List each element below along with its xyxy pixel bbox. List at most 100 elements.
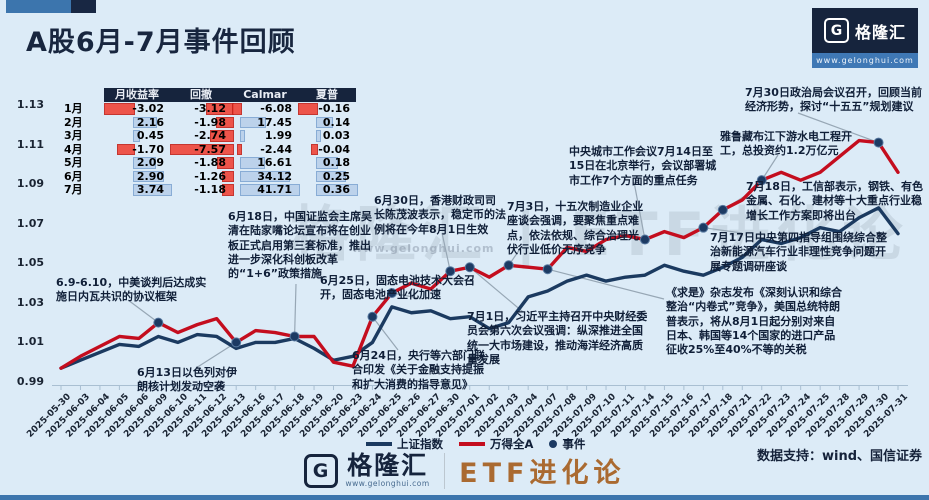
table-header-cell: [62, 88, 104, 102]
table-cell: 2.90: [104, 170, 170, 184]
y-tick-label: 1.03: [16, 295, 44, 309]
table-cell: 0.18: [298, 156, 356, 170]
table-cell: 0.36: [298, 183, 358, 197]
stats-table-body: 1月 -3.02 -3.12 -6.08 -0.16 2月 2.16 -1.98 17.45 0.…: [62, 102, 360, 197]
table-row: 2月 2.16 -1.98 17.45 0.14: [62, 116, 360, 130]
data-bar: [298, 103, 318, 115]
data-bar: [133, 116, 157, 128]
table-header-row: 月收益率 回撤 Calmar 夏普: [62, 88, 360, 102]
brand-name: 格隆汇: [854, 22, 906, 42]
table-header-cell: 夏普: [298, 88, 356, 102]
event-annotation: 中央城市工作会议7月14日至15日在北京举行，会议部署城市工作7个方面的重点任务: [569, 145, 717, 187]
event-annotation: 6月24日，央行等六部门联合印发《关于金融支持提振和扩大消费的指导意见》: [352, 349, 485, 391]
event-annotation: 7月3日，十五次制造业企业座谈会强调，要聚焦重点难点，依法依规、综合治理光伏行业…: [507, 200, 644, 256]
table-cell: 1.99: [232, 129, 298, 143]
event-annotation: 7月30日政治局会议召开，回顾当前经济形势，探讨“十五五”规划建议: [745, 86, 922, 114]
table-cell: -7.57: [170, 143, 234, 157]
table-cell: -1.26: [170, 170, 234, 184]
table-cell: -1.98: [170, 116, 234, 130]
event-annotation: 6月25日，固态电池技术大会召开，固态电池产业化加速: [320, 274, 475, 302]
legend-item-windA: 万得全A: [459, 436, 533, 452]
series-title: ETF进化论: [459, 458, 626, 489]
event-annotation: 7月17日中央第四指导组围绕综合整治新能源汽车行业非理性竞争问题开展专题调研座谈: [710, 231, 887, 273]
table-cell: 17.45: [232, 116, 298, 130]
table-row: 3月 0.45 -2.74 1.99 0.03: [62, 129, 360, 143]
chart-legend: 上证指数 万得全A 事件: [366, 436, 585, 452]
table-cell: -2.74: [170, 129, 234, 143]
table-cell: -2.44: [232, 143, 298, 157]
data-source-note: 数据支持：wind、国信证券: [757, 449, 923, 464]
table-cell: 2.16: [104, 116, 170, 130]
legend-label: 事件: [562, 437, 586, 451]
brand-url: www.gelonghui.com: [812, 53, 918, 68]
footer-divider: [443, 452, 446, 489]
data-bar: [240, 116, 267, 128]
table-cell: 0.03: [298, 129, 356, 143]
event-annotation: 6月18日，中国证监会主席吴清在陆家嘴论坛宣布将在创业板正式启用第三套标准，推出…: [228, 210, 372, 281]
table-cell: -1.88: [170, 156, 234, 170]
y-tick-label: 1.09: [16, 177, 44, 191]
event-annotation: 6月13日以色列对伊朗核计划发动空袭: [137, 366, 237, 394]
table-header-cell: 月收益率: [104, 88, 170, 102]
table-cell: -3.02: [104, 102, 170, 116]
brand-logo-box: G 格隆汇: [812, 8, 918, 53]
data-bar: [104, 103, 136, 115]
table-row: 4月 -1.70 -7.57 -2.44 -0.04: [62, 143, 360, 157]
y-tick-label: 1.11: [16, 137, 44, 151]
row-label: 4月: [64, 142, 83, 156]
legend-label: 上证指数: [397, 437, 443, 451]
g-logo-icon: G: [823, 18, 849, 43]
table-cell: -0.16: [298, 102, 356, 116]
brand-footer-name: 格隆汇 www.gelonghui.com: [346, 453, 430, 488]
event-annotation: 雅鲁藏布江下游水电工程开工，总投资约1.2万亿元: [720, 130, 852, 158]
title-accent-bar: [6, 0, 96, 13]
table-cell: 41.71: [232, 183, 300, 197]
table-cell: 0.14: [298, 116, 356, 130]
event-annotation: 7月1日，习近平主持召开中央财经委员会第六次会议强调：纵深推进全国统一大市场建设…: [467, 310, 648, 366]
legend-item-shanghai: 上证指数: [366, 436, 443, 452]
y-tick-label: 1.01: [16, 335, 44, 349]
event-annotation: 6.9-6.10，中美谈判后达成实施日内瓦共识的协议框架: [56, 276, 207, 304]
row-label: 5月: [64, 156, 83, 169]
table-row: 5月 2.09 -1.88 16.61 0.18: [62, 156, 360, 170]
event-annotation: 6月30日，香港财政司司长陈茂波表示，稳定币的法例将在今年8月1日生效: [374, 194, 506, 236]
monthly-stats-table: 月收益率 回撤 Calmar 夏普 1月 -3.02 -3.12 -6.08 -0.16…: [62, 88, 360, 197]
row-label: 7月: [64, 183, 83, 196]
table-cell: 2.09: [104, 156, 170, 170]
table-cell: 16.61: [232, 156, 298, 170]
brand-url: www.gelonghui.com: [345, 479, 430, 489]
table-header-cell: Calmar: [232, 88, 298, 102]
data-bar: [215, 116, 234, 128]
brand-logo-top: G 格隆汇 www.gelonghui.com: [812, 8, 918, 68]
event-dot-swatch: [549, 440, 558, 448]
red-line-swatch: [459, 442, 485, 446]
table-cell: -3.12: [170, 102, 234, 116]
table-cell: 34.12: [232, 170, 298, 184]
y-tick-label: 0.99: [16, 375, 44, 388]
table-cell: 0.45: [104, 129, 170, 143]
g-logo-icon: G: [303, 453, 338, 488]
y-tick-label: 1.07: [16, 216, 44, 230]
bottom-accent-strip: [0, 495, 929, 500]
data-bar: [232, 103, 243, 115]
table-row: 1月 -3.02 -3.12 -6.08 -0.16: [62, 102, 360, 116]
event-annotation: 7月18日，工信部表示，钢铁、有色金属、石化、建材等十大重点行业稳增长工作方案即…: [746, 180, 923, 222]
row-label: 3月: [64, 129, 83, 142]
page-title: A股6月-7月事件回顾: [26, 27, 296, 58]
blue-line-swatch: [366, 442, 392, 446]
table-cell: -6.08: [232, 102, 298, 116]
table-cell: 3.74: [104, 183, 172, 197]
table-cell: -1.18: [170, 183, 234, 197]
brand-name: 格隆汇: [347, 451, 429, 481]
table-cell: -1.70: [104, 143, 170, 157]
data-bar: [315, 116, 334, 128]
legend-item-event: 事件: [549, 436, 585, 452]
y-tick-label: 1.13: [16, 98, 44, 111]
event-annotation: 《求是》杂志发布《深刻认识和综合整治“内卷式”竞争》，美国总统特朗普表示，将从8…: [666, 286, 842, 357]
table-header-cell: 回撤: [170, 88, 232, 102]
y-tick-label: 1.05: [16, 256, 44, 270]
table-row: 6月 2.90 -1.26 34.12 0.25: [62, 170, 360, 184]
legend-label: 万得全A: [490, 437, 534, 451]
brand-footer: G 格隆汇 www.gelonghui.com ETF进化论: [0, 451, 929, 490]
